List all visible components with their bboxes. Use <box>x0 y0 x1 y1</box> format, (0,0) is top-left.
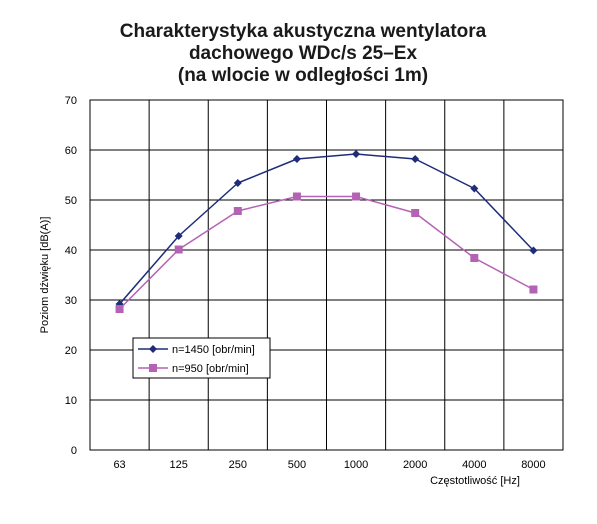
x-tick-label-2: 250 <box>229 459 247 471</box>
y-tick-label-6: 60 <box>65 145 77 157</box>
y-tick-label-0: 0 <box>71 445 77 457</box>
x-tick-label-0: 63 <box>113 459 125 471</box>
series-2-point-1 <box>174 245 183 254</box>
series <box>115 150 538 313</box>
y-axis-ticks: 0 10 20 30 40 50 60 70 <box>65 95 77 457</box>
y-tick-label-7: 70 <box>65 95 77 107</box>
series-1-point-3 <box>292 155 301 163</box>
series-1-point-2 <box>233 179 242 187</box>
x-tick-label-4: 1000 <box>344 459 368 471</box>
legend-label-series-1: n=1450 [obr/min] <box>172 344 255 356</box>
chart-title-line-2: dachowego WDc/s 25–Ex <box>189 43 418 64</box>
y-tick-label-2: 20 <box>65 345 77 357</box>
x-tick-label-1: 125 <box>170 459 188 471</box>
x-axis-label: Częstotliwość [Hz] <box>430 475 520 487</box>
series-1-point-4 <box>352 150 361 158</box>
x-tick-label-7: 8000 <box>521 459 545 471</box>
x-tick-label-6: 4000 <box>462 459 486 471</box>
series-2-point-4 <box>352 192 361 201</box>
y-axis-label: Poziom dźwięku [dB(A)] <box>39 217 51 334</box>
series-2-line <box>119 195 534 310</box>
series-2-point-2 <box>233 207 242 215</box>
legend-marker-series-1 <box>149 345 157 353</box>
series-1-point-1 <box>174 232 183 240</box>
series-2-point-6 <box>470 254 479 262</box>
chart-title-line-3: (na wlocie w odległości 1m) <box>178 65 428 86</box>
series-2-point-5 <box>411 209 420 217</box>
chart-title: Charakterystyka akustyczna wentylatora d… <box>120 21 487 86</box>
legend-label-series-2: n=950 [obr/min] <box>172 363 249 375</box>
series-1-point-6 <box>470 184 479 193</box>
y-tick-label-1: 10 <box>65 395 77 407</box>
y-tick-label-5: 50 <box>65 195 77 207</box>
series-1-point-5 <box>411 155 420 163</box>
series-2-point-0 <box>115 305 124 313</box>
plot-frame <box>89 99 564 451</box>
y-tick-label-3: 30 <box>65 295 77 307</box>
series-2 <box>115 192 538 313</box>
legend-marker-series-2 <box>149 364 157 372</box>
series-1-point-7 <box>529 246 538 255</box>
y-tick-label-4: 40 <box>65 245 77 257</box>
x-tick-label-5: 2000 <box>403 459 427 471</box>
legend: n=1450 [obr/min] n=950 [obr/min] <box>132 337 271 379</box>
series-2-point-3 <box>292 192 301 201</box>
x-tick-label-3: 500 <box>288 459 306 471</box>
chart-title-line-1: Charakterystyka akustyczna wentylatora <box>120 21 487 42</box>
series-2-point-7 <box>529 285 538 294</box>
series-1-line <box>118 153 534 305</box>
x-axis-ticks: 63 125 250 500 1000 2000 4000 8000 <box>113 459 545 471</box>
